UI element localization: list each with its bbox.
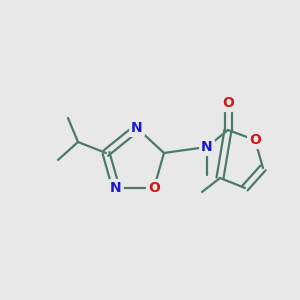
Text: N: N — [131, 121, 143, 135]
Text: O: O — [148, 181, 160, 195]
Text: N: N — [110, 181, 122, 195]
Text: O: O — [222, 96, 234, 110]
Text: N: N — [201, 140, 213, 154]
Text: O: O — [249, 133, 261, 147]
